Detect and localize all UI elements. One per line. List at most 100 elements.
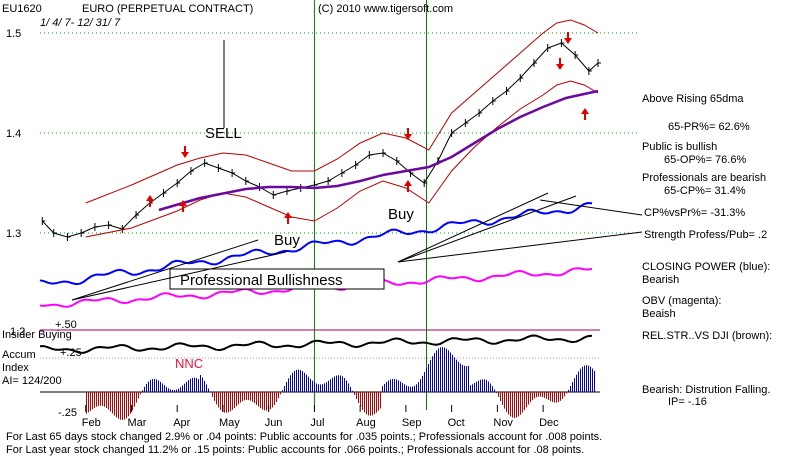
accum-bar	[456, 359, 457, 392]
accum-bar	[360, 392, 361, 407]
cp-pointer-line	[539, 199, 643, 216]
buy-label-2: Buy	[388, 206, 414, 223]
red-arrow-up-icon	[404, 180, 412, 186]
accum-bar	[182, 385, 183, 392]
accum-bar	[280, 392, 281, 395]
accum-bar	[514, 392, 515, 418]
accum-bar	[462, 365, 463, 392]
accum-bar	[520, 392, 521, 415]
trendline-left-2	[71, 251, 287, 301]
accum-bar	[104, 392, 105, 407]
rel-str-label: REL.STR..VS DJI (brown):	[642, 330, 772, 342]
month-label-mar: Mar	[127, 417, 146, 429]
accum-bar	[334, 376, 335, 392]
accum-bar	[374, 392, 375, 415]
accum-bar	[94, 392, 95, 408]
accum-bar	[508, 392, 509, 415]
accum-bar	[118, 392, 119, 419]
month-axis: Feb Mar Apr May Jun Jul Aug Sep Oct Nov Dec	[82, 405, 559, 429]
accum-bar	[494, 389, 495, 392]
accum-bar	[208, 388, 209, 392]
footer-line-1: For Last 65 days stock changed 2.9% or .…	[6, 431, 602, 443]
accum-bar	[242, 392, 243, 402]
accum-bar	[478, 380, 479, 392]
accum-bar	[160, 381, 161, 392]
accum-bar	[536, 392, 537, 398]
red-arrow-down-icon	[404, 134, 412, 140]
accum-bar	[356, 392, 357, 400]
accum-bar	[170, 389, 171, 392]
accum-bar	[130, 392, 131, 414]
accum-bar	[582, 366, 583, 392]
accum-bar	[502, 392, 503, 405]
accum-bar	[490, 383, 491, 392]
accum-bar	[460, 363, 461, 392]
op-value: 65-OP%= 76.6%	[664, 154, 746, 166]
accum-bar	[284, 385, 285, 392]
accum-bar	[168, 388, 169, 392]
accum-bar	[184, 383, 185, 392]
accum-bar	[504, 392, 505, 409]
accum-bar	[576, 374, 577, 392]
accum-bar	[274, 392, 275, 406]
accum-tick-50: +.50	[55, 319, 77, 331]
accum-bar	[358, 392, 359, 404]
accum-bar	[328, 380, 329, 392]
accum-bar	[108, 392, 109, 410]
trendline-left-1	[71, 239, 259, 301]
accum-bar	[372, 392, 373, 416]
pr-value: 65-PR%= 62.6%	[668, 121, 750, 133]
accum-bar	[296, 369, 297, 392]
accum-bar	[472, 384, 473, 392]
accum-bar	[448, 350, 449, 392]
accum-bar	[256, 392, 257, 405]
accum-label: Accum	[2, 349, 36, 361]
accum-bar	[90, 392, 91, 411]
accum-bar	[190, 378, 191, 392]
accum-bar	[196, 378, 197, 392]
accum-bar	[388, 380, 389, 392]
accum-bar	[350, 386, 351, 392]
accum-bar	[542, 392, 543, 398]
accum-bar	[220, 392, 221, 410]
accum-bar	[584, 365, 585, 392]
accum-bar	[338, 375, 339, 392]
accum-bar	[408, 386, 409, 392]
accum-bar	[370, 392, 371, 416]
accum-bar	[410, 386, 411, 392]
accum-bar	[416, 384, 417, 392]
accum-bar	[366, 392, 367, 415]
month-label-oct: Oct	[448, 417, 465, 429]
accum-bar	[162, 383, 163, 392]
accum-bar	[318, 384, 319, 392]
accum-bar	[188, 380, 189, 392]
accum-bar	[442, 347, 443, 392]
accum-bar	[86, 392, 87, 414]
accum-bar	[506, 392, 507, 412]
accum-bar	[450, 352, 451, 392]
accum-bar	[342, 376, 343, 392]
accum-bar	[400, 381, 401, 392]
accum-bar	[298, 369, 299, 392]
accum-bar	[500, 392, 501, 402]
accum-bar	[518, 392, 519, 417]
accum-bar	[348, 383, 349, 392]
accum-bar	[420, 379, 421, 392]
y-tick-1.4: 1.4	[6, 128, 21, 140]
accum-bar	[98, 392, 99, 406]
accum-bar	[538, 392, 539, 397]
accum-bar	[570, 386, 571, 392]
accum-bar	[544, 392, 545, 398]
accum-bar	[294, 370, 295, 392]
accum-bar	[114, 392, 115, 416]
accum-bar	[426, 368, 427, 392]
accum-bar	[404, 384, 405, 392]
accum-bar	[258, 392, 259, 407]
month-label-nov: Nov	[493, 417, 513, 429]
accum-bar	[482, 379, 483, 392]
accum-bar	[102, 392, 103, 406]
month-label-aug: Aug	[356, 417, 376, 429]
accum-bar	[422, 375, 423, 392]
accum-bar	[228, 392, 229, 413]
